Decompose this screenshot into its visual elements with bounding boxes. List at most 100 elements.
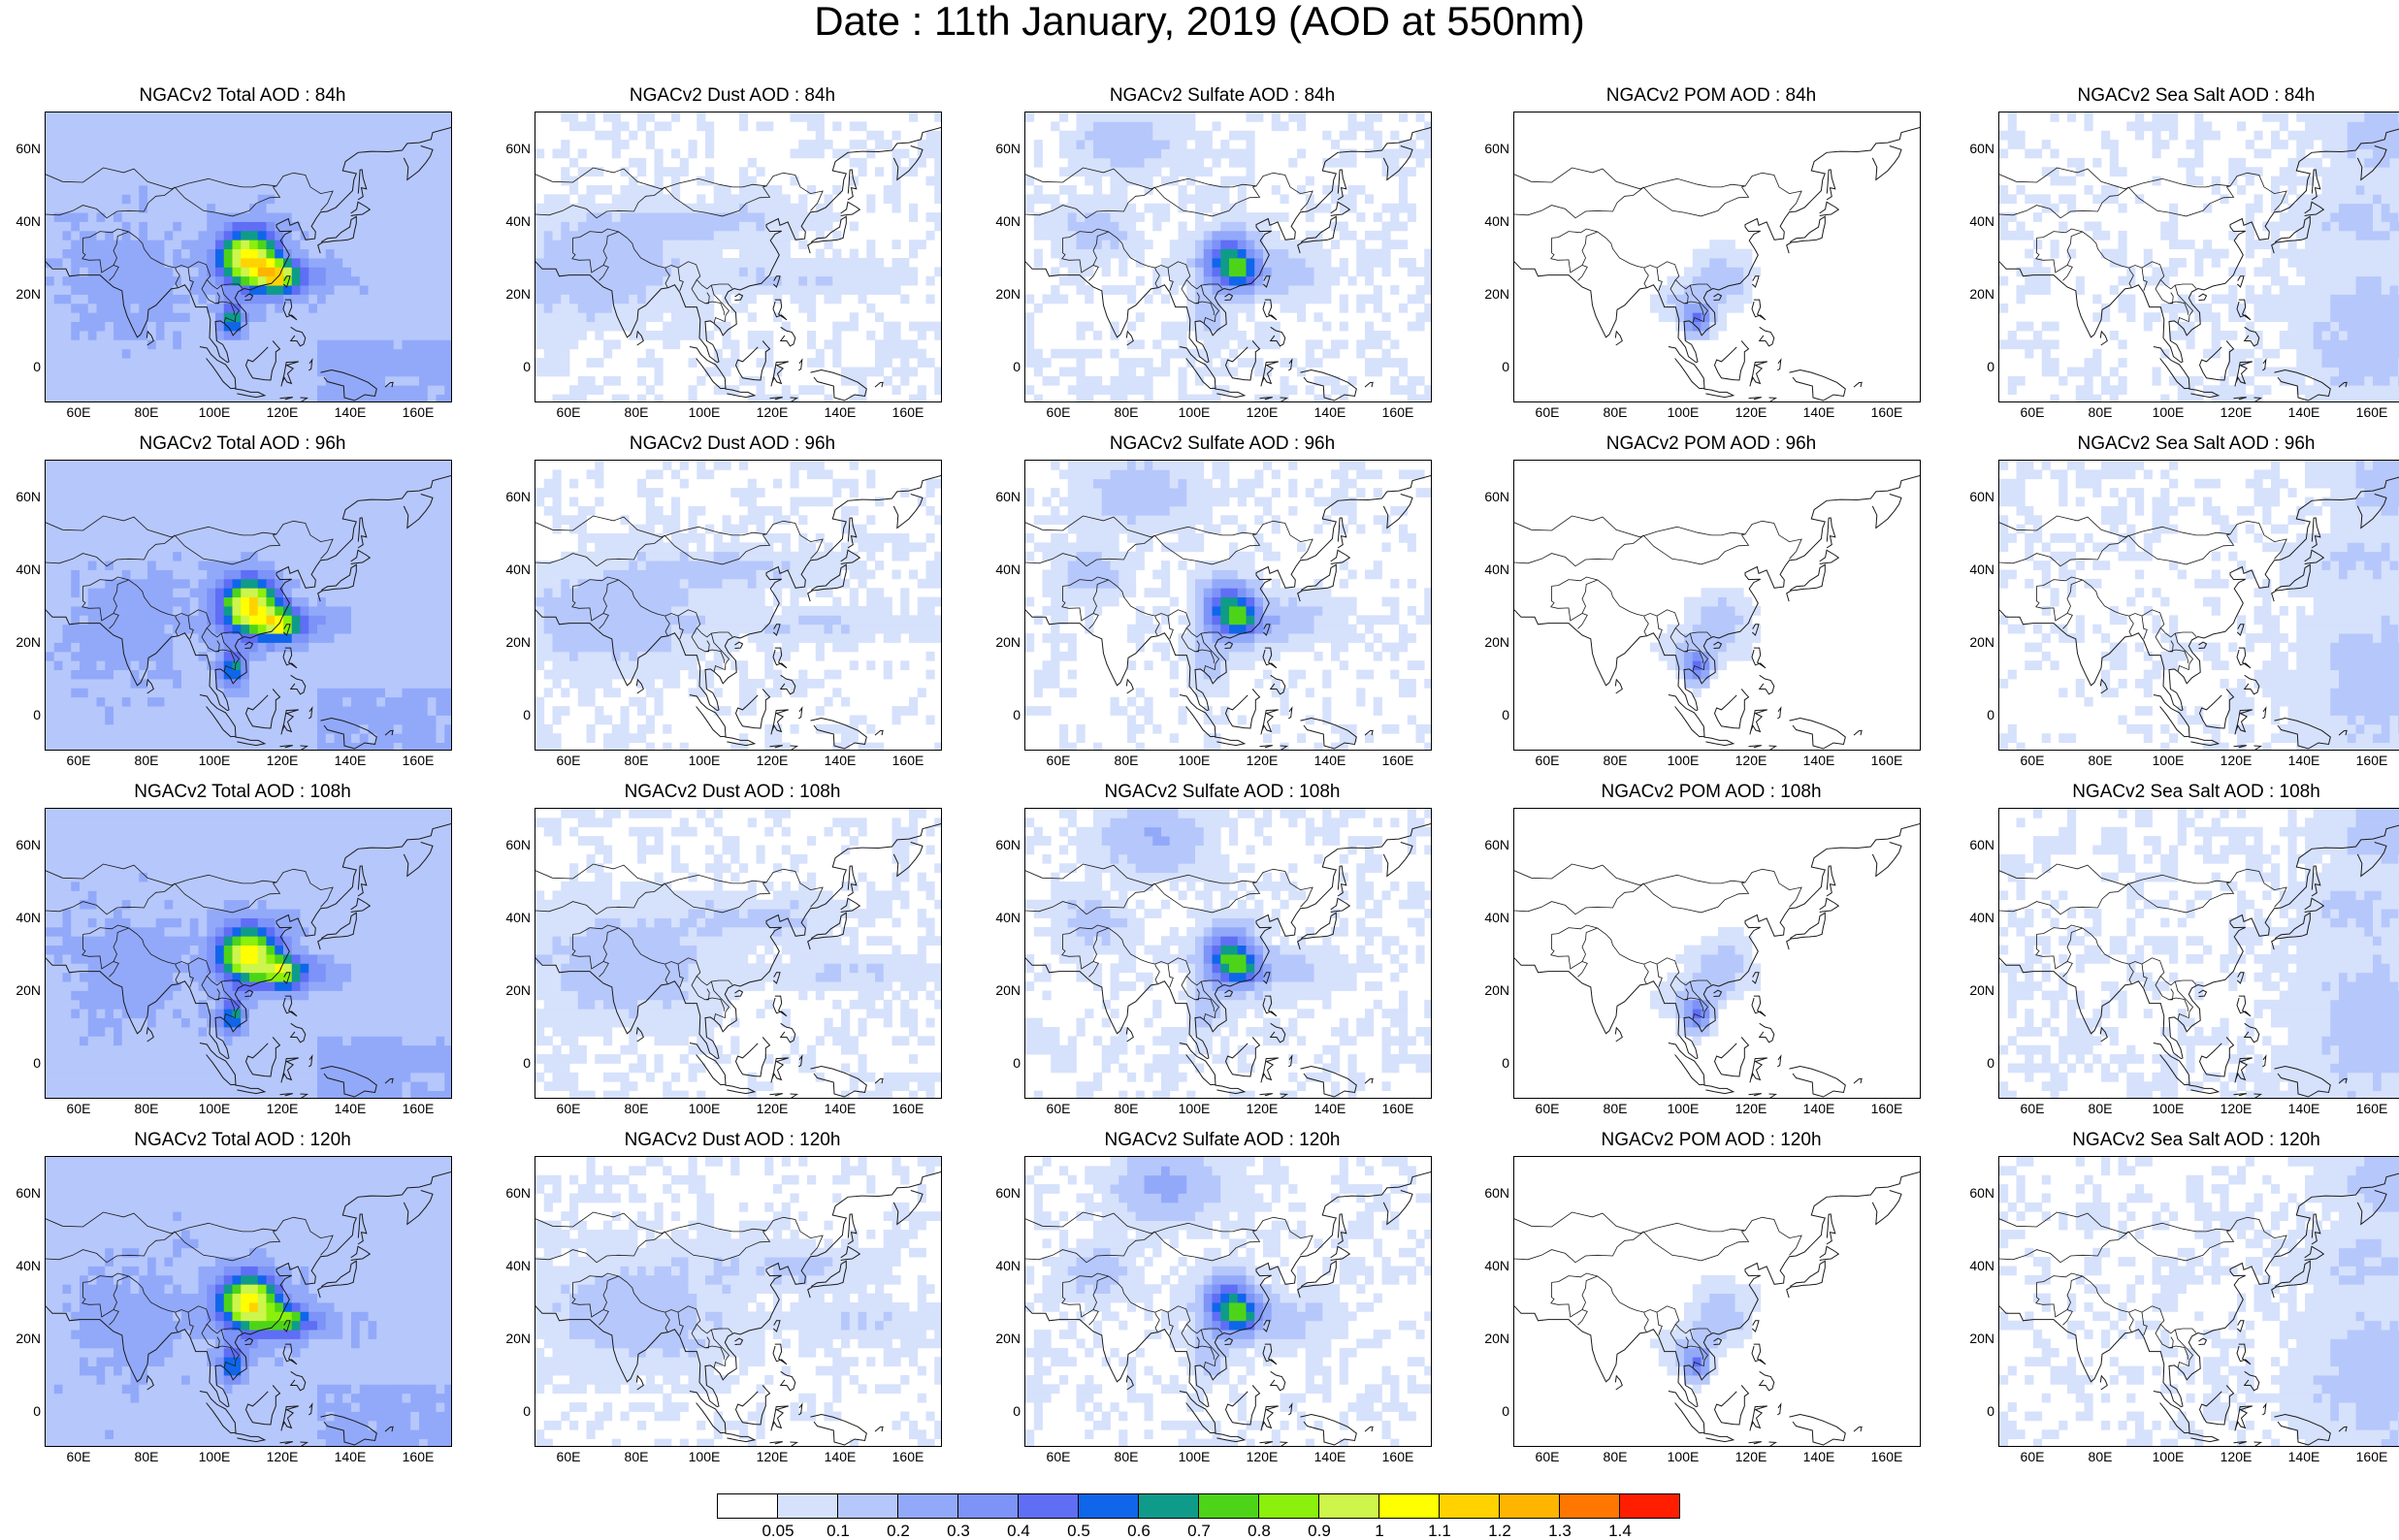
aod-cell <box>2389 148 2399 159</box>
aod-cell <box>257 185 267 195</box>
aod-cell <box>2381 230 2390 241</box>
aod-cell <box>121 651 131 661</box>
aod-cell <box>1263 258 1273 268</box>
aod-cell <box>121 194 131 205</box>
aod-cell <box>393 212 403 222</box>
aod-cell <box>697 176 706 186</box>
country-border <box>704 301 725 315</box>
aod-cell <box>620 121 630 132</box>
aod-cell <box>164 642 174 653</box>
coastline <box>1819 201 1840 216</box>
aod-cell <box>1067 194 1077 205</box>
aod-cell <box>130 533 140 543</box>
aod-cell <box>1692 321 1702 332</box>
aod-cell <box>207 375 216 386</box>
aod-cell <box>629 267 638 277</box>
longitude-tick-label: 60E <box>2020 404 2045 420</box>
aod-cell <box>46 148 55 159</box>
aod-cell <box>223 688 233 698</box>
aod-cell <box>87 715 97 725</box>
aod-cell <box>561 285 570 295</box>
aod-cell <box>368 130 377 141</box>
aod-cell <box>2364 294 2374 305</box>
aod-cell <box>705 176 715 186</box>
aod-cell <box>53 339 63 350</box>
aod-cell <box>80 185 89 195</box>
aod-cell <box>402 112 411 122</box>
coastline <box>1703 388 1735 399</box>
aod-cell <box>2364 285 2374 295</box>
aod-cell <box>215 331 225 340</box>
aod-cell <box>1718 275 1728 286</box>
aod-cell <box>189 148 199 159</box>
aod-cell <box>155 148 165 159</box>
aod-cell <box>385 358 395 368</box>
aod-cell <box>2059 221 2068 232</box>
aod-cell <box>266 321 276 332</box>
aod-cell <box>393 185 403 195</box>
aod-cell <box>71 367 81 377</box>
aod-cell <box>1186 394 1196 401</box>
aod-cell <box>147 679 157 689</box>
aod-cell <box>1390 385 1400 396</box>
aod-cell <box>1110 121 1119 132</box>
aod-cell <box>807 294 817 305</box>
aod-cell <box>543 339 553 350</box>
aod-cell <box>189 348 199 359</box>
latitude-tick-label: 60N <box>505 140 531 156</box>
aod-cell <box>436 176 445 186</box>
aod-cell <box>198 706 208 716</box>
aod-cell <box>402 339 411 350</box>
aod-cell <box>266 148 276 159</box>
aod-cell <box>1127 203 1137 213</box>
aod-cell <box>62 294 72 305</box>
aod-cell <box>1339 321 1348 332</box>
aod-cell <box>2287 240 2297 250</box>
aod-cell <box>1220 230 1230 241</box>
aod-cell <box>2305 331 2315 340</box>
aod-cell <box>113 339 123 350</box>
aod-cell <box>1718 321 1728 332</box>
aod-cell <box>739 185 749 195</box>
aod-cell <box>1229 267 1239 277</box>
aod-cell <box>2194 375 2204 386</box>
aod-cell <box>1313 203 1323 213</box>
aod-cell <box>1263 248 1273 259</box>
aod-cell <box>815 121 825 132</box>
aod-cell <box>1347 230 1357 241</box>
aod-cell <box>71 569 81 580</box>
aod-cell <box>1161 367 1171 377</box>
aod-cell <box>53 679 63 689</box>
aod-cell <box>71 505 81 516</box>
aod-cell <box>257 358 267 368</box>
aod-cell <box>402 285 411 295</box>
aod-cell <box>1415 112 1425 122</box>
aod-cell <box>1135 385 1145 396</box>
aod-cell <box>909 167 919 177</box>
aod-cell <box>603 130 613 141</box>
aod-cell <box>300 230 309 241</box>
latitude-tick-label: 0 <box>1987 358 1994 374</box>
aod-cell <box>53 561 63 570</box>
aod-cell <box>223 121 233 132</box>
aod-cell <box>207 112 216 122</box>
aod-cell <box>1178 248 1187 259</box>
aod-cell <box>535 339 545 350</box>
aod-cell <box>427 339 437 350</box>
aod-cell <box>552 348 562 359</box>
aod-cell <box>2339 367 2349 377</box>
aod-cell <box>1118 375 1128 386</box>
aod-cell <box>722 367 731 377</box>
aod-cell <box>46 524 55 534</box>
aod-cell <box>756 267 765 277</box>
aod-cell <box>1212 294 1221 305</box>
aod-cell <box>1424 275 1431 286</box>
aod-cell <box>87 248 97 259</box>
aod-cell <box>934 130 941 141</box>
aod-cell <box>1288 267 1298 277</box>
aod-cell <box>2381 203 2390 213</box>
aod-cell <box>1339 157 1348 168</box>
aod-cell <box>96 367 106 377</box>
aod-cell <box>2339 339 2349 350</box>
aod-cell <box>1161 130 1171 141</box>
